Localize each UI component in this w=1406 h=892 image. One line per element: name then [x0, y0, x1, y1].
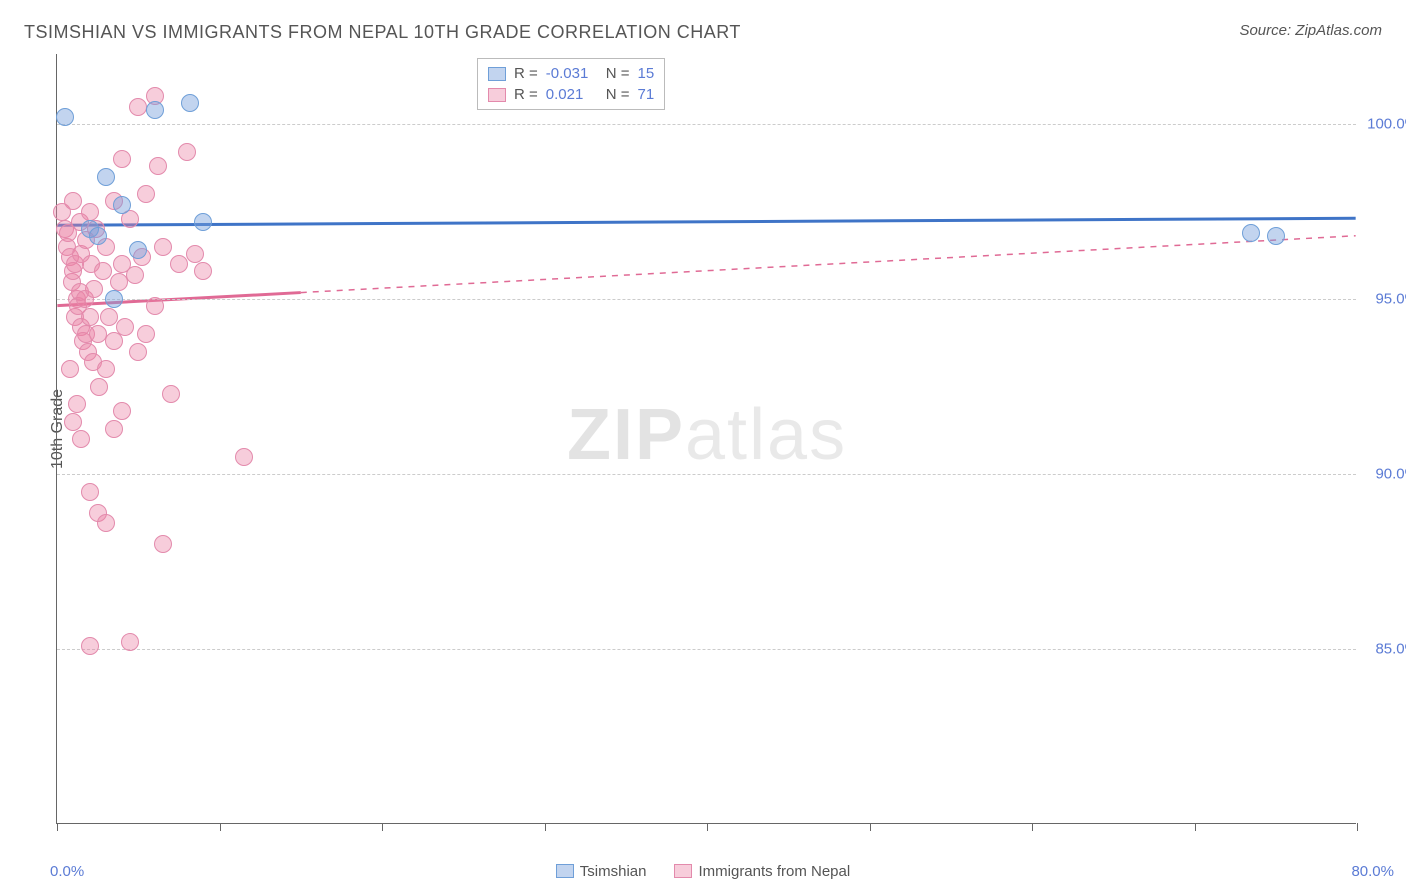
data-point-tsimshian: [181, 94, 199, 112]
y-tick-label: 95.0%: [1375, 291, 1406, 308]
data-point-nepal: [154, 535, 172, 553]
legend-n-value: 15: [638, 65, 655, 82]
x-tick: [220, 823, 221, 831]
data-point-nepal: [61, 360, 79, 378]
gridline: [57, 299, 1356, 300]
watermark-atlas: atlas: [685, 395, 847, 475]
data-point-nepal: [94, 262, 112, 280]
data-point-nepal: [97, 360, 115, 378]
regression-lines-layer: [57, 54, 1356, 823]
source-attribution: Source: ZipAtlas.com: [1239, 22, 1382, 39]
chart-plot-area: ZIPatlas R =-0.031N =15R = 0.021N =71 85…: [56, 54, 1356, 824]
x-tick: [382, 823, 383, 831]
data-point-nepal: [129, 343, 147, 361]
data-point-tsimshian: [1267, 227, 1285, 245]
data-point-tsimshian: [56, 108, 74, 126]
legend-swatch: [674, 864, 692, 878]
data-point-nepal: [64, 413, 82, 431]
data-point-nepal: [72, 430, 90, 448]
chart-title: TSIMSHIAN VS IMMIGRANTS FROM NEPAL 10TH …: [24, 22, 741, 43]
data-point-tsimshian: [129, 241, 147, 259]
legend-label: Immigrants from Nepal: [698, 863, 850, 880]
data-point-nepal: [97, 514, 115, 532]
legend-row: R = 0.021 N = 71: [488, 84, 654, 105]
data-point-nepal: [90, 378, 108, 396]
data-point-nepal: [137, 185, 155, 203]
gridline: [57, 649, 1356, 650]
legend-swatch: [488, 88, 506, 102]
regression-line-tsimshian: [57, 218, 1355, 225]
data-point-nepal: [100, 308, 118, 326]
data-point-tsimshian: [194, 213, 212, 231]
data-point-nepal: [186, 245, 204, 263]
data-point-nepal: [137, 325, 155, 343]
data-point-nepal: [113, 150, 131, 168]
data-point-nepal: [81, 483, 99, 501]
data-point-tsimshian: [105, 290, 123, 308]
x-tick: [1032, 823, 1033, 831]
y-tick-label: 85.0%: [1375, 641, 1406, 658]
x-tick: [870, 823, 871, 831]
data-point-nepal: [126, 266, 144, 284]
data-point-nepal: [85, 280, 103, 298]
data-point-nepal: [154, 238, 172, 256]
data-point-nepal: [129, 98, 147, 116]
watermark: ZIPatlas: [567, 394, 847, 476]
data-point-tsimshian: [89, 227, 107, 245]
x-tick: [1357, 823, 1358, 831]
correlation-legend: R = -0.031 N = 15 R = 0.021 N = 71: [477, 58, 665, 110]
data-point-nepal: [149, 157, 167, 175]
data-point-nepal: [81, 637, 99, 655]
data-point-nepal: [64, 192, 82, 210]
x-tick: [1195, 823, 1196, 831]
legend-r-label: R =: [514, 65, 538, 82]
legend-n-value: 71: [638, 86, 655, 103]
series-legend: Tsimshian Immigrants from Nepal: [0, 863, 1406, 883]
data-point-nepal: [68, 395, 86, 413]
data-point-tsimshian: [113, 196, 131, 214]
legend-r-value: 0.021: [546, 86, 598, 103]
data-point-tsimshian: [146, 101, 164, 119]
legend-n-label: N =: [606, 86, 630, 103]
gridline: [57, 124, 1356, 125]
data-point-nepal: [105, 332, 123, 350]
legend-label: Tsimshian: [580, 863, 647, 880]
gridline: [57, 474, 1356, 475]
legend-n-label: N =: [606, 65, 630, 82]
y-tick-label: 100.0%: [1367, 116, 1406, 133]
data-point-nepal: [146, 297, 164, 315]
data-point-nepal: [81, 203, 99, 221]
x-tick: [707, 823, 708, 831]
legend-item: Tsimshian: [556, 863, 647, 880]
legend-item: Immigrants from Nepal: [674, 863, 850, 880]
data-point-nepal: [170, 255, 188, 273]
regression-line-dashed-nepal: [301, 236, 1356, 293]
legend-r-value: -0.031: [546, 65, 598, 82]
data-point-nepal: [113, 402, 131, 420]
data-point-nepal: [235, 448, 253, 466]
legend-swatch: [488, 67, 506, 81]
data-point-nepal: [194, 262, 212, 280]
watermark-zip: ZIP: [567, 395, 685, 475]
x-tick: [57, 823, 58, 831]
data-point-tsimshian: [97, 168, 115, 186]
y-tick-label: 90.0%: [1375, 466, 1406, 483]
data-point-nepal: [121, 633, 139, 651]
data-point-nepal: [81, 308, 99, 326]
data-point-tsimshian: [1242, 224, 1260, 242]
x-tick: [545, 823, 546, 831]
legend-row: R = -0.031 N = 15: [488, 63, 654, 84]
legend-swatch: [556, 864, 574, 878]
legend-r-label: R =: [514, 86, 538, 103]
data-point-nepal: [162, 385, 180, 403]
data-point-nepal: [105, 420, 123, 438]
data-point-nepal: [178, 143, 196, 161]
